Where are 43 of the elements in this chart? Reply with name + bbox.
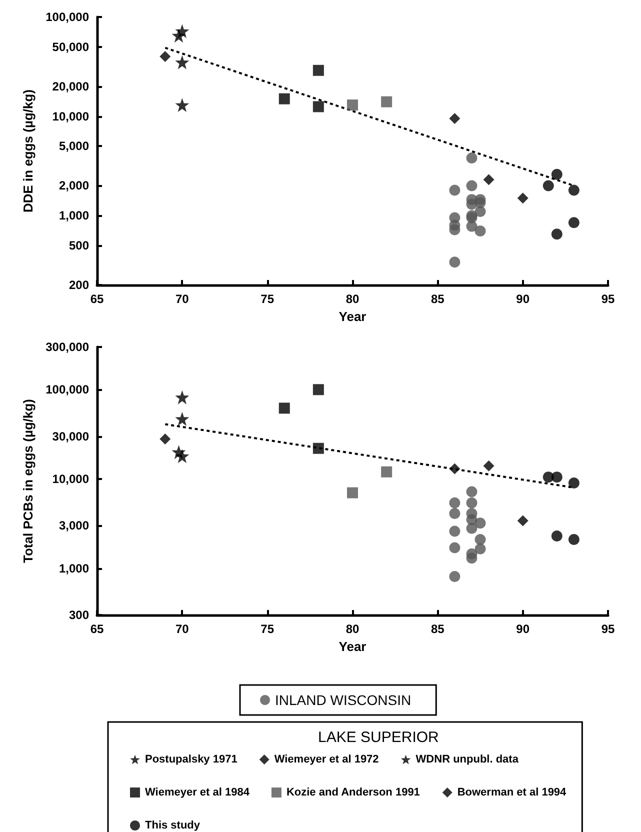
y-tick-label: 50,000 [52, 40, 90, 54]
y-tick-label: 3,000 [58, 518, 90, 533]
x-tick-label: 80 [346, 292, 360, 306]
legend-label: INLAND WISCONSIN [275, 692, 412, 708]
x-axis-title: Year [338, 308, 366, 324]
x-tick-label: 70 [175, 622, 190, 636]
legend-title: LAKE SUPERIOR [318, 729, 440, 746]
x-tick-label: 85 [430, 292, 445, 306]
legend-label: Wiemeyer et al 1984 [145, 786, 250, 798]
y-tick-label: 2,000 [58, 178, 90, 193]
y-tick-label: 200 [68, 278, 90, 292]
x-tick-label: 95 [601, 292, 615, 306]
y-tick-label: 1,000 [58, 561, 90, 576]
x-tick-label: 75 [260, 292, 274, 306]
y-tick-label: 10,000 [52, 109, 90, 124]
legend-label: Kozie and Anderson 1991 [286, 786, 420, 798]
legend-label: WDNR unpubl. data [416, 754, 520, 766]
y-tick-label: 30,000 [52, 429, 90, 444]
x-axis-title: Year [338, 638, 366, 654]
legend-label: Postupalsky 1971 [145, 754, 238, 766]
y-tick-label: 500 [68, 238, 90, 252]
y-axis-title: DDE in eggs (µg/kg) [20, 89, 36, 213]
x-tick-label: 75 [260, 622, 274, 636]
y-tick-label: 100,000 [46, 10, 90, 24]
x-tick-label: 65 [90, 292, 104, 306]
y-tick-label: 5,000 [58, 139, 90, 154]
y-tick-label: 10,000 [52, 472, 90, 486]
y-axis-title: Total PCBs in eggs (µg/kg) [20, 399, 36, 563]
x-tick-label: 70 [175, 292, 190, 306]
x-tick-label: 80 [346, 622, 360, 636]
y-tick-label: 300,000 [46, 340, 90, 354]
y-tick-label: 1,000 [58, 208, 90, 223]
x-tick-label: 95 [601, 622, 615, 636]
legend-label: Bowerman et al 1994 [457, 786, 568, 798]
x-tick-label: 90 [516, 292, 530, 306]
y-tick-label: 20,000 [52, 79, 90, 94]
legend-label: This study [145, 820, 201, 832]
y-tick-label: 300 [68, 608, 90, 622]
x-tick-label: 85 [430, 622, 445, 636]
legend-label: Wiemeyer et al 1972 [274, 754, 379, 766]
y-tick-label: 100,000 [46, 382, 90, 397]
x-tick-label: 65 [90, 622, 104, 636]
x-tick-label: 90 [516, 622, 530, 636]
